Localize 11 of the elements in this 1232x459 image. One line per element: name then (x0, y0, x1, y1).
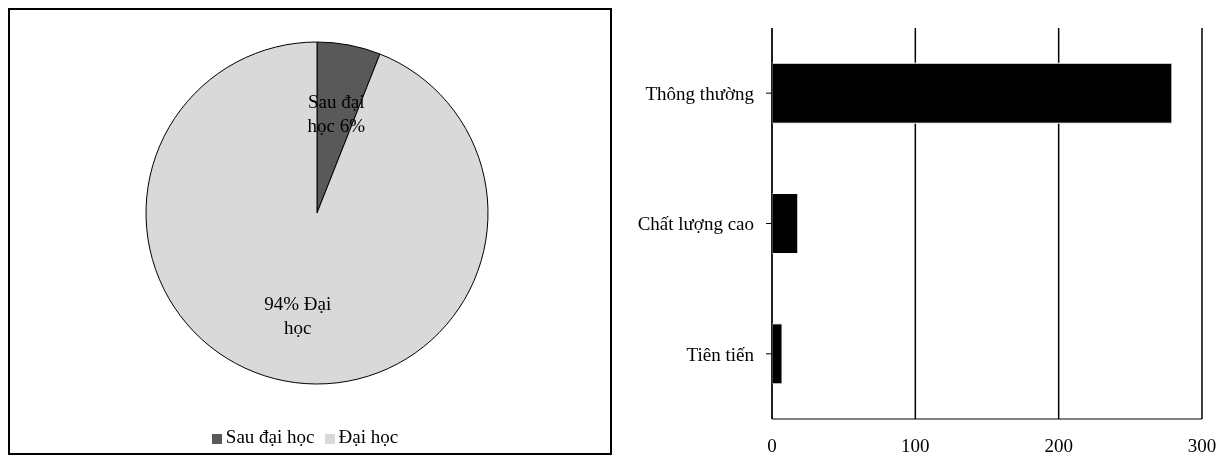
y-tick-label: Thông thường (645, 82, 755, 104)
x-tick-label: 0 (767, 435, 777, 457)
y-tick-label: Tiên tiến (686, 343, 755, 365)
x-tick-label: 200 (1044, 435, 1073, 457)
x-tick-label: 100 (901, 435, 930, 457)
y-tick-label: Chất lượng cao (637, 213, 754, 235)
pie-slice (145, 41, 489, 385)
data-label: 94% Đại học (264, 292, 332, 338)
legend-label: Đại học (338, 426, 399, 447)
x-tick-label: 300 (1187, 435, 1217, 457)
legend-label: Sau đại học (225, 426, 315, 447)
